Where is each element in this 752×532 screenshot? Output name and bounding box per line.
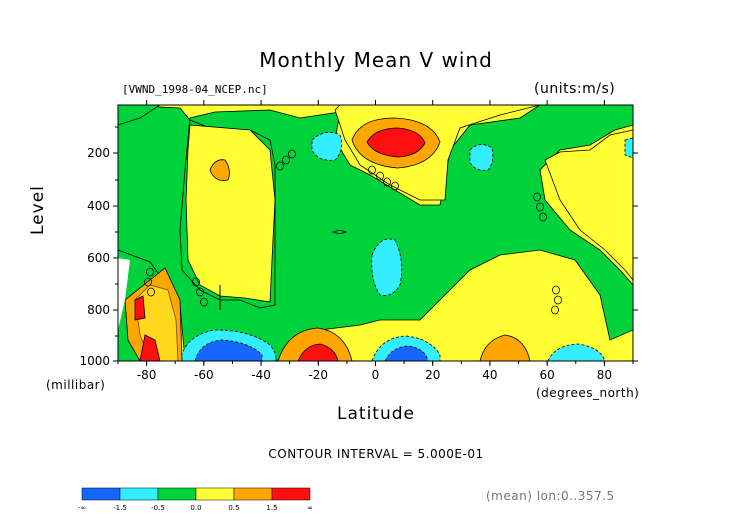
fill-cyan-north-upper (469, 144, 494, 171)
file-label: [VWND_1998-04_NCEP.nc] (122, 83, 268, 96)
contour-zero-label (554, 295, 562, 305)
contour-zero-label (533, 192, 541, 202)
contour-zero-labels (144, 149, 562, 315)
colorbar: -∞ -1.5 -0.5 0.0 0.5 1.5 ∞ (78, 487, 313, 512)
colorbar-tick-label: -1.5 (113, 504, 127, 512)
x-tick-label: -40 (251, 368, 271, 382)
y-tick-label: 400 (87, 199, 110, 213)
contour-zero-label (200, 297, 208, 307)
colorbar-tick-label: 1.5 (266, 504, 277, 512)
fill-yellow-south-interior (185, 124, 276, 303)
contour-zero-label (282, 155, 290, 165)
x-tick-label: -20 (308, 368, 328, 382)
contour-zero-label (368, 165, 376, 175)
colorbar-swatch (195, 487, 235, 501)
contour-zero-label (551, 305, 559, 315)
colorbar-swatch (271, 487, 311, 501)
colorbar-tick-label: ∞ (307, 504, 313, 512)
fill-green-topleft (118, 105, 161, 126)
x-tick-label: -80 (137, 368, 157, 382)
colorbar-tick-label: 0.0 (190, 504, 201, 512)
fill-blue-north-surface (384, 345, 429, 361)
colorbar-tick-label: -∞ (78, 504, 86, 512)
contour-zero-label (552, 285, 560, 295)
fill-cyan-polar-north (624, 137, 633, 159)
contour-zero-label (288, 149, 296, 159)
contour-zero-label (539, 212, 547, 222)
fill-red-polar-south-surface (139, 334, 161, 361)
x-axis-ticks: -80 -60 -40 -20 0 20 40 60 80 (117, 100, 634, 382)
colorbar-swatch (81, 487, 121, 501)
colorbar-tick-label: 0.5 (228, 504, 239, 512)
fill-blue-south-surface (194, 339, 263, 361)
x-tick-label: 20 (425, 368, 440, 382)
y-axis-units: (millibar) (46, 378, 106, 392)
y-axis-ticks: 200 400 600 800 1000 (79, 126, 638, 368)
contour-zero-label (276, 161, 284, 171)
colorbar-tick-label: -0.5 (151, 504, 165, 512)
contour-small-loop (331, 230, 347, 234)
contour-fills (118, 105, 633, 361)
colorbar-swatch (233, 487, 273, 501)
x-tick-label: 60 (540, 368, 555, 382)
contour-zero-label (192, 277, 200, 287)
contour-zero-label (383, 177, 391, 187)
contour-interval-label: CONTOUR INTERVAL = 5.000E-01 (268, 447, 484, 461)
x-axis-label: Latitude (337, 404, 415, 424)
fill-orange-south-upper (209, 159, 230, 181)
contour-zero-label (376, 171, 384, 181)
fill-red-tropical-upper (366, 127, 426, 158)
contour-zero-label (536, 202, 544, 212)
fill-red-polar-south (134, 295, 146, 321)
fill-cyan-north-midlat-surface (547, 343, 606, 361)
colorbar-swatch (157, 487, 197, 501)
x-tick-label: -60 (194, 368, 214, 382)
x-tick-label: 40 (482, 368, 497, 382)
y-tick-label: 200 (87, 146, 110, 160)
colorbar-swatch (119, 487, 159, 501)
contour-zero-label (196, 287, 204, 297)
y-tick-label: 800 (87, 303, 110, 317)
contour-zero-label (147, 287, 155, 297)
y-tick-label: 1000 (79, 354, 110, 368)
x-tick-label: 0 (372, 368, 380, 382)
fill-orange-north-surface (479, 334, 531, 361)
mean-info-label: (mean) lon:0..357.5 (486, 489, 615, 503)
fill-red-south-surface (297, 343, 339, 361)
contour-zero-label (146, 267, 154, 277)
fill-cyan-central (371, 238, 403, 296)
units-label: (units:m/s) (534, 81, 616, 97)
contour-zero-label (144, 277, 152, 287)
fill-cyan-upper-south (311, 132, 343, 161)
contour-zero-label (391, 181, 399, 191)
y-tick-label: 600 (87, 251, 110, 265)
chart-title: Monthly Mean V wind (259, 48, 493, 72)
fill-yellow-north (544, 129, 633, 281)
fill-missing-polar (118, 258, 130, 330)
x-tick-label: 80 (597, 368, 612, 382)
x-axis-units: (degrees_north) (536, 386, 640, 400)
